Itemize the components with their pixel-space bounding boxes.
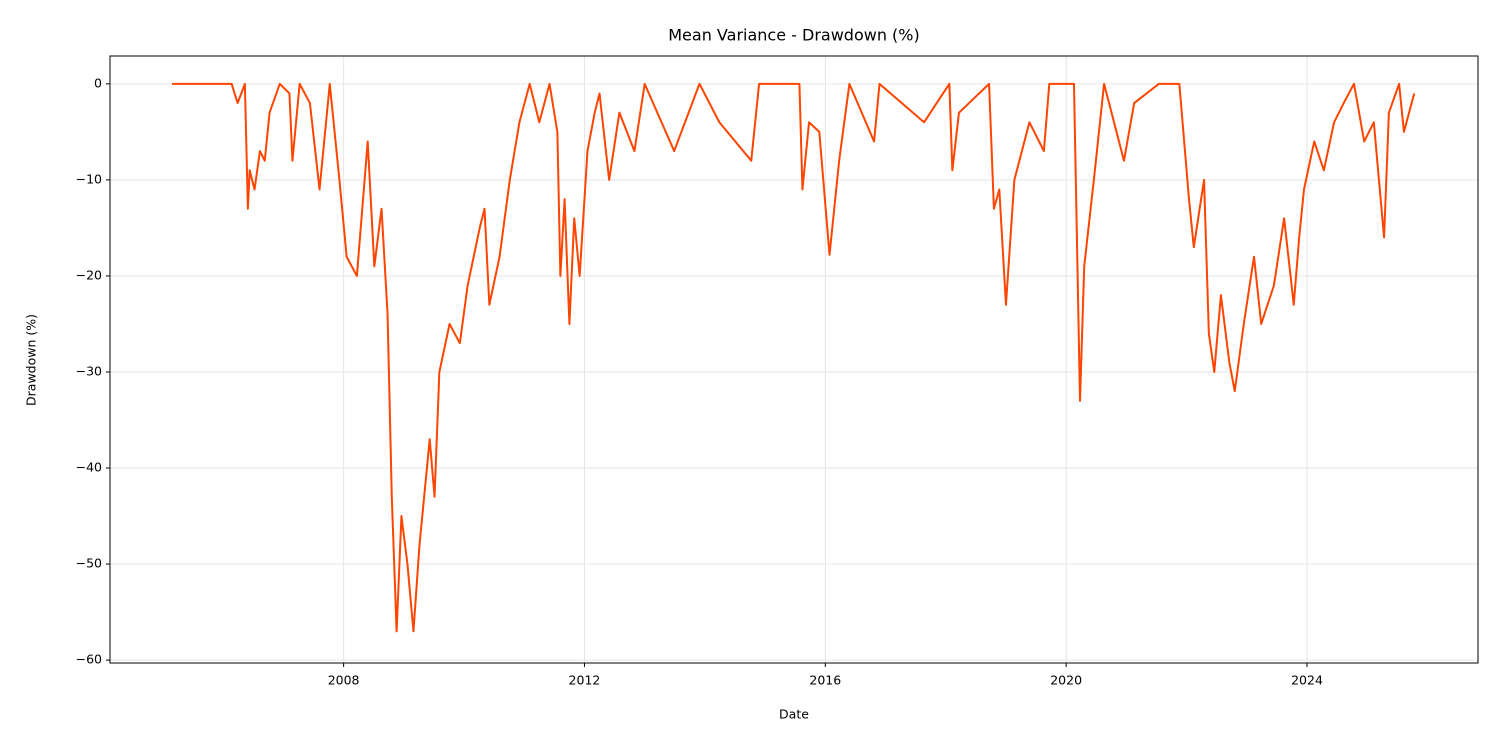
x-tick-label: 2020 (1050, 673, 1082, 688)
y-tick-label: −60 (76, 652, 102, 667)
x-tick-label: 2024 (1291, 673, 1323, 688)
x-tick-label: 2016 (809, 673, 841, 688)
chart-title: Mean Variance - Drawdown (%) (668, 26, 919, 45)
y-tick-label: −40 (76, 460, 102, 475)
y-tick-label: −30 (76, 363, 102, 378)
x-tick-label: 2012 (569, 673, 601, 688)
plot-frame (109, 55, 1479, 664)
x-axis-label: Date (779, 707, 809, 722)
y-axis-label: Drawdown (%) (24, 314, 39, 406)
y-tick-label: −50 (76, 556, 102, 571)
y-tick-label: −20 (76, 267, 102, 282)
y-tick-label: 0 (94, 75, 102, 90)
y-tick-label: −10 (76, 171, 102, 186)
x-tick-label: 2008 (328, 673, 360, 688)
drawdown-line (172, 82, 1416, 633)
